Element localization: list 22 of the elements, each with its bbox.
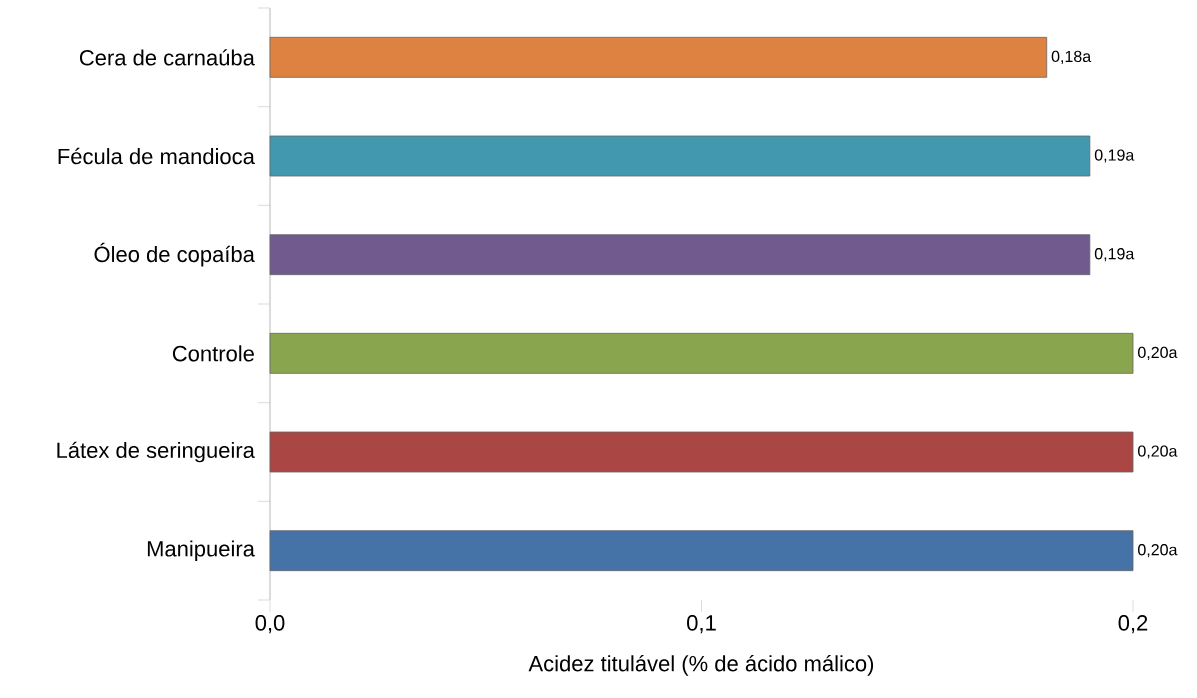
x-tick-label: 0,2	[1118, 615, 1148, 634]
data-label: 0,19a	[1094, 149, 1135, 163]
data-label: 0,20a	[1138, 445, 1178, 459]
bar	[269, 36, 1048, 78]
x-tick-label: 0,0	[255, 615, 285, 634]
y-tick-label: Controle	[172, 345, 254, 362]
x-axis-title: Acidez titulável (% de ácido málico)	[528, 655, 874, 676]
bar	[269, 530, 1134, 572]
bar	[269, 332, 1134, 374]
bar	[269, 431, 1134, 473]
y-tick-label: Látex de seringueira	[57, 441, 255, 463]
y-tick-label: Manipueira	[147, 540, 255, 561]
x-tick-label: 0,1	[687, 615, 716, 634]
y-tick-label: Óleo de copaíba	[94, 242, 255, 267]
data-label: 0,20a	[1138, 346, 1178, 360]
data-label: 0,18a	[1051, 50, 1092, 64]
y-tick-label: Cera de carnaúba	[79, 49, 255, 66]
bar	[269, 234, 1091, 276]
data-label: 0,20a	[1138, 544, 1178, 558]
data-label: 0,19a	[1094, 248, 1135, 262]
bar	[269, 135, 1091, 177]
y-tick-label: Fécula de mandioca	[58, 147, 255, 165]
